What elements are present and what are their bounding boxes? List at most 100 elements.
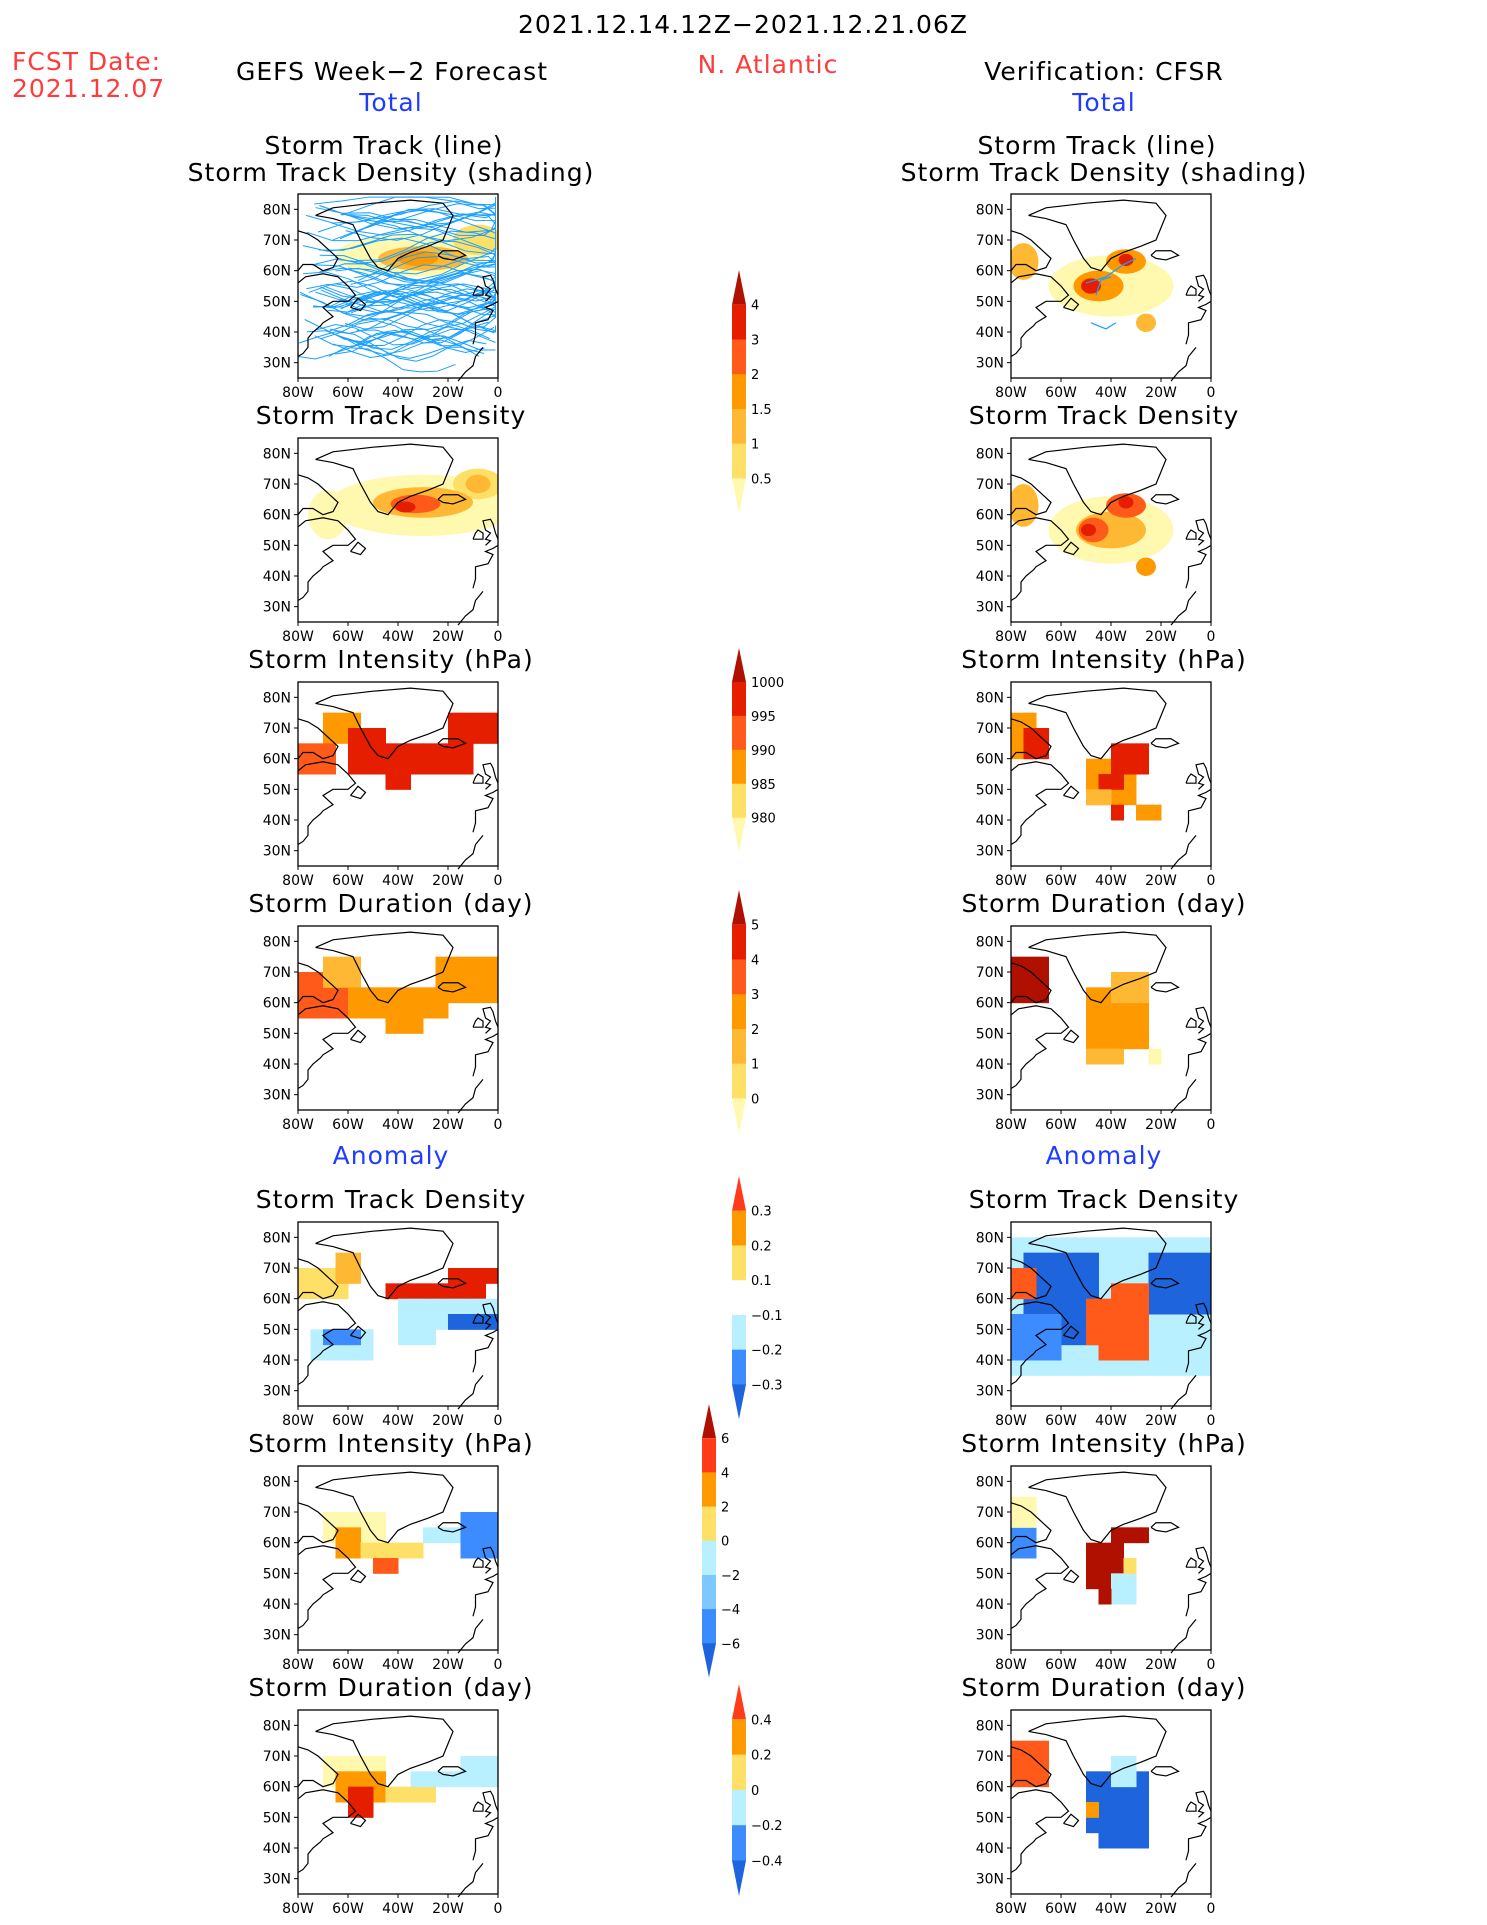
- lon-tick-label: 40W: [1095, 873, 1127, 889]
- colorbar-segment: [702, 1609, 716, 1644]
- grid-cell: [460, 1542, 474, 1559]
- grid-cell: [410, 1314, 424, 1330]
- colorbar-segment: [732, 304, 746, 340]
- grid-cell: [373, 1512, 386, 1528]
- colorbar-segment: [732, 924, 746, 960]
- lat-tick-label: 50N: [976, 782, 1004, 798]
- grid-cell: [1136, 987, 1149, 1004]
- grid-cell: [460, 1756, 474, 1772]
- grid-cell: [460, 1527, 474, 1544]
- grid-cell: [1098, 1832, 1112, 1849]
- grid-cell: [1111, 1018, 1124, 1034]
- grid-cell: [298, 1002, 311, 1019]
- lat-tick-label: 70N: [263, 721, 291, 737]
- lon-tick-label: 80W: [995, 629, 1027, 645]
- colorbar-density-total: 4 3 2 1.5 1 0.5: [732, 270, 772, 514]
- grid-cell: [485, 956, 498, 973]
- grid-cell: [460, 1314, 474, 1330]
- lon-tick-label: 80W: [995, 385, 1027, 401]
- grid-cell: [1123, 1558, 1137, 1574]
- grid-cell: [1086, 1344, 1099, 1361]
- grid-cell: [1136, 1237, 1149, 1254]
- lon-tick-label: 0: [494, 1901, 503, 1917]
- grid-cell: [1148, 1344, 1162, 1361]
- grid-cell: [1086, 1542, 1099, 1559]
- grid-cell: [360, 1329, 374, 1346]
- grid-cell: [1111, 1237, 1124, 1254]
- grid-cell: [1123, 1298, 1137, 1315]
- colorbar-segment: [732, 1754, 746, 1791]
- lat-tick-label: 60N: [263, 996, 291, 1012]
- grid-cell: [360, 1786, 374, 1803]
- grid-cell: [1136, 1314, 1149, 1330]
- grid-cell: [1111, 1588, 1124, 1605]
- grid-cell: [385, 743, 399, 760]
- grid-cell: [1136, 1817, 1149, 1834]
- grid-cell: [323, 1268, 336, 1284]
- grid-cell: [360, 987, 374, 1004]
- grid-cell: [1098, 1588, 1112, 1605]
- lat-tick-label: 70N: [976, 721, 1004, 737]
- grid-cell: [1111, 1756, 1124, 1772]
- grid-cell: [1111, 743, 1124, 760]
- grid-cell: [398, 774, 411, 790]
- grid-cell: [1123, 1268, 1137, 1284]
- grid-cell: [1098, 1344, 1112, 1361]
- lat-tick-label: 80N: [976, 1230, 1004, 1246]
- lon-tick-label: 0: [1207, 385, 1216, 401]
- grid-cell: [385, 1002, 399, 1019]
- colorbar-tick-label: −0.2: [751, 1344, 783, 1359]
- grid-cell: [423, 987, 436, 1004]
- grid-cell: [1111, 987, 1124, 1004]
- grid-cell: [348, 1527, 361, 1544]
- grid-cell: [1173, 1237, 1187, 1254]
- grid-cell: [1048, 1314, 1062, 1330]
- coastline: [1010, 931, 1212, 1114]
- grid-cell: [360, 1542, 374, 1559]
- grid-cell: [435, 1314, 449, 1330]
- colorbar-segment: [732, 408, 746, 445]
- grid-cell: [1123, 789, 1137, 806]
- grid-cell: [1111, 1771, 1124, 1788]
- grid-cell: [1173, 1344, 1187, 1361]
- coastline: [1010, 199, 1212, 382]
- grid-cell: [460, 972, 474, 988]
- grid-cell: [1098, 1283, 1112, 1300]
- grid-cell: [398, 1002, 411, 1019]
- map-left-duration: 80N 70N 60N 50N 40N 30N 80W 60W 40W 20W 0: [263, 925, 502, 1133]
- grid-cell: [360, 1344, 374, 1361]
- lat-tick-label: 50N: [976, 1026, 1004, 1042]
- grid-cell: [360, 743, 374, 760]
- grid-cell: [460, 712, 474, 729]
- coastline: [297, 1227, 499, 1410]
- grid-cell: [1148, 1360, 1162, 1376]
- grid-cell: [1098, 1329, 1112, 1346]
- left-intensity-title: Storm Intensity (hPa): [248, 645, 534, 674]
- lat-tick-label: 30N: [263, 1384, 291, 1400]
- grid-cell: [1048, 1298, 1062, 1315]
- grid-cell: [373, 743, 386, 760]
- lon-tick-label: 80W: [995, 1901, 1027, 1917]
- grid-cell: [1186, 1252, 1199, 1269]
- colorbar-segment: [732, 1028, 746, 1065]
- grid-cell: [1198, 1268, 1211, 1284]
- grid-cell: [373, 1002, 386, 1019]
- colorbar-segment: [702, 1574, 716, 1610]
- colorbar-segment: [732, 1825, 746, 1862]
- grid-cell: [1023, 728, 1037, 744]
- grid-cell: [1161, 1329, 1174, 1346]
- grid-cell: [1111, 1002, 1124, 1019]
- grid-cell: [1111, 774, 1124, 790]
- grid-cell: [423, 1314, 436, 1330]
- grid-cell: [1111, 1558, 1124, 1574]
- right-anom-density-title: Storm Track Density: [968, 1185, 1240, 1214]
- lon-tick-label: 60W: [332, 1413, 364, 1429]
- grid-cell: [1111, 1832, 1124, 1849]
- colorbar-arrow: [702, 1643, 716, 1678]
- grid-cell: [1111, 758, 1124, 775]
- lat-tick-label: 60N: [976, 1292, 1004, 1308]
- left-anom-intensity-title: Storm Intensity (hPa): [248, 1429, 534, 1458]
- grid-cell: [1111, 1344, 1124, 1361]
- coastline: [297, 1471, 499, 1654]
- grid-cell: [1198, 1252, 1211, 1269]
